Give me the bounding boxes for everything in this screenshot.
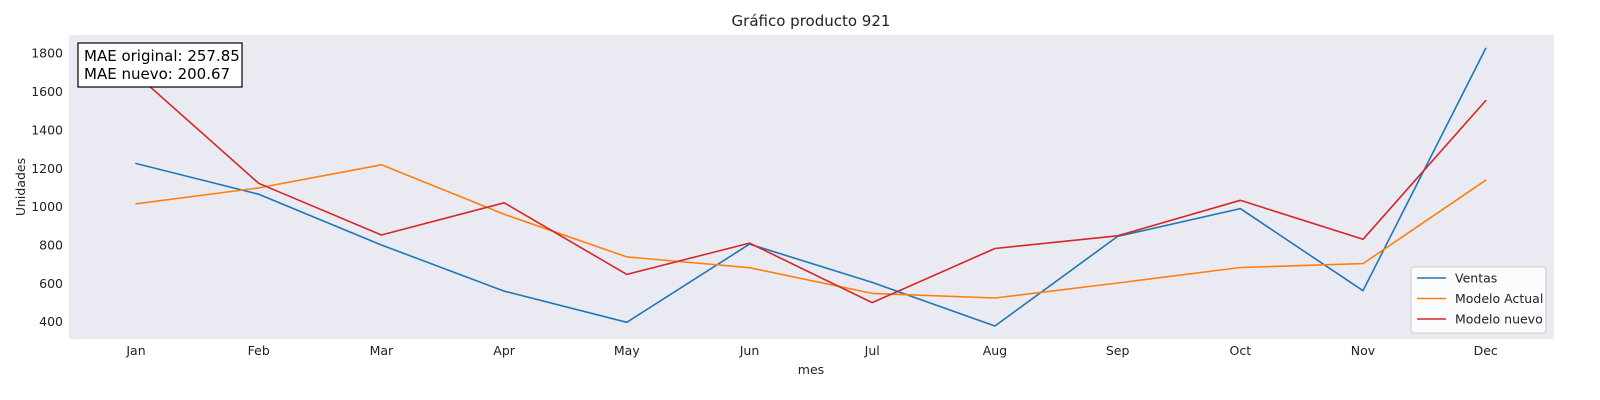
x-tick-label: Feb [248,343,270,358]
x-axis-ticks: Jan Feb Mar Apr May Jun Jul Aug Sep Oct Nov Dec [125,343,1498,358]
x-tick-label: May [614,343,640,358]
y-tick-label: 800 [39,238,63,253]
x-tick-label: Aug [983,343,1007,358]
y-tick-label: 1200 [31,161,63,176]
legend: Ventas Modelo Actual Modelo nuevo [1410,266,1547,334]
plot-area [69,35,1554,339]
y-tick-label: 1400 [31,122,63,137]
y-axis-label: Unidades [13,158,28,216]
x-tick-label: Dec [1474,343,1498,358]
x-tick-label: Jul [864,343,880,358]
chart-title: Gráfico producto 921 [732,12,891,30]
x-tick-label: Sep [1106,343,1130,358]
x-tick-label: Mar [370,343,394,358]
x-tick-label: Oct [1229,343,1251,358]
y-tick-label: 600 [39,276,63,291]
y-tick-label: 400 [39,314,63,329]
series-line [135,164,1487,299]
y-axis-ticks: 400 600 800 1000 1200 1400 1600 1800 [31,46,63,330]
x-tick-label: Jun [739,343,760,358]
legend-label: Ventas [1455,271,1497,286]
x-axis-label: mes [798,362,824,377]
legend-frame [1410,266,1547,334]
y-tick-label: 1800 [31,46,63,61]
series-line [135,73,1487,304]
x-tick-label: Apr [493,343,515,358]
annotation-line-1: MAE original: 257.85 [84,47,240,65]
series-line [135,47,1487,327]
y-tick-label: 1600 [31,84,63,99]
legend-label: Modelo nuevo [1455,312,1543,327]
x-tick-label: Jan [125,343,145,358]
legend-label: Modelo Actual [1455,291,1543,306]
x-tick-label: Nov [1351,343,1376,358]
series-lines [135,47,1487,327]
mae-annotation: MAE original: 257.85 MAE nuevo: 200.67 [77,42,243,88]
y-tick-label: 1000 [31,199,63,214]
annotation-box [77,42,243,88]
annotation-line-2: MAE nuevo: 200.67 [84,65,230,83]
